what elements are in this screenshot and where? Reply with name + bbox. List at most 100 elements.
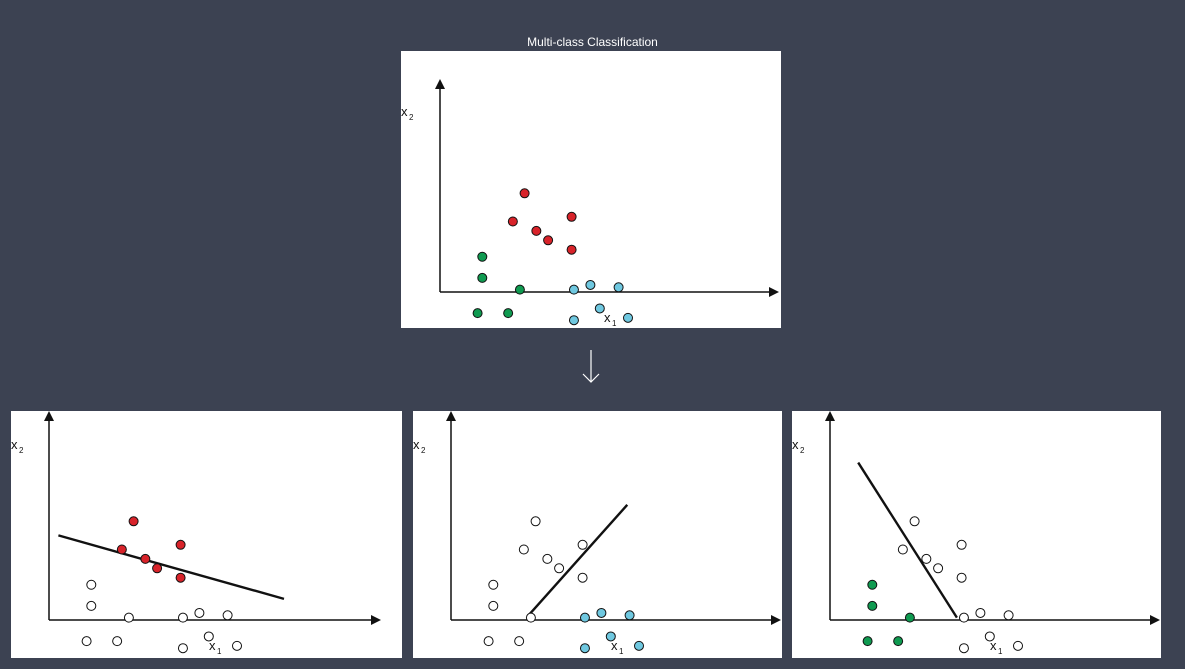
data-point-hollow — [909, 516, 920, 527]
data-point-blue — [594, 303, 605, 314]
data-point-green — [477, 251, 488, 262]
x-axis-arrowhead — [1150, 615, 1160, 625]
x-axis-label-subscript: 1 — [619, 647, 624, 656]
decision-boundary-line — [58, 534, 285, 601]
data-point-blue — [596, 607, 607, 618]
data-point-red — [566, 211, 577, 222]
data-point-hollow — [483, 636, 494, 647]
data-point-hollow — [1013, 640, 1023, 651]
data-point-blue — [585, 279, 596, 290]
data-point-blue — [568, 315, 579, 326]
arrow-down-icon — [582, 350, 600, 383]
y-axis-label-subscript: 2 — [421, 446, 426, 455]
data-point-blue — [579, 643, 590, 654]
data-point-green — [893, 636, 904, 647]
data-point-hollow — [177, 612, 188, 623]
x-axis-arrowhead — [371, 615, 381, 625]
x-axis-label: x — [209, 638, 216, 653]
data-point-green — [862, 636, 873, 647]
data-point-hollow — [958, 612, 969, 623]
data-point-blue — [605, 631, 616, 642]
data-point-blue — [624, 610, 635, 621]
data-point-hollow — [956, 539, 967, 550]
data-point-hollow — [488, 600, 499, 611]
data-point-red — [507, 216, 518, 227]
x-axis-label: x — [990, 638, 997, 653]
data-point-red — [543, 235, 554, 246]
data-point-hollow — [232, 640, 242, 651]
x-axis-label: x — [611, 638, 618, 653]
data-point-hollow — [530, 516, 541, 527]
data-point-red — [175, 539, 186, 550]
one-vs-rest-blue-svg: x 1x 2 — [413, 411, 781, 656]
x-axis-label: x — [604, 310, 611, 325]
data-point-hollow — [577, 572, 588, 583]
data-point-hollow — [518, 544, 529, 555]
x-axis-label-subscript: 1 — [217, 647, 222, 656]
data-point-hollow — [577, 539, 588, 550]
data-point-hollow — [86, 579, 97, 590]
page-title: Multi-class Classification — [527, 35, 658, 49]
decision-boundary-line — [527, 504, 629, 617]
data-point-red — [531, 225, 542, 236]
data-point-red — [152, 563, 163, 574]
data-point-blue — [568, 284, 579, 295]
data-point-hollow — [203, 631, 214, 642]
data-point-hollow — [514, 636, 525, 647]
data-point-hollow — [933, 563, 944, 574]
y-axis-label-subscript: 2 — [409, 113, 414, 122]
y-axis-arrowhead — [446, 411, 456, 421]
data-point-hollow — [194, 607, 205, 618]
data-point-blue — [634, 640, 644, 651]
data-point-red — [128, 516, 139, 527]
data-point-hollow — [1003, 610, 1014, 621]
data-point-hollow — [542, 553, 553, 564]
x-axis-arrowhead — [769, 287, 779, 297]
data-point-green — [867, 579, 878, 590]
data-point-hollow — [956, 572, 967, 583]
y-axis-label-subscript: 2 — [800, 446, 805, 455]
x-axis-arrowhead — [771, 615, 781, 625]
y-axis-label-subscript: 2 — [19, 446, 24, 455]
data-point-hollow — [897, 544, 908, 555]
data-point-green — [867, 600, 878, 611]
y-axis-arrowhead — [44, 411, 54, 421]
data-point-green — [904, 612, 915, 623]
data-point-hollow — [554, 563, 565, 574]
data-point-hollow — [112, 636, 123, 647]
data-point-green — [472, 308, 483, 319]
one-vs-rest-red-svg: x 1x 2 — [11, 411, 381, 656]
y-axis-label: x — [792, 437, 799, 452]
data-point-green — [477, 272, 488, 283]
y-axis-arrowhead — [825, 411, 835, 421]
y-axis-label: x — [413, 437, 420, 452]
y-axis-label: x — [401, 104, 408, 119]
data-point-hollow — [525, 612, 536, 623]
data-point-red — [175, 572, 186, 583]
multiclass-plot-svg: x 1x 2 — [401, 79, 779, 328]
data-point-hollow — [81, 636, 92, 647]
x-axis-label-subscript: 1 — [612, 319, 617, 328]
data-point-blue — [579, 612, 590, 623]
data-point-red — [116, 544, 127, 555]
data-point-green — [503, 308, 514, 319]
y-axis-arrowhead — [435, 79, 445, 89]
data-point-hollow — [975, 607, 986, 618]
data-point-hollow — [921, 553, 932, 564]
data-point-red — [140, 553, 151, 564]
data-point-blue — [613, 282, 624, 293]
data-point-hollow — [222, 610, 233, 621]
data-point-hollow — [86, 600, 97, 611]
data-point-hollow — [984, 631, 995, 642]
data-point-hollow — [177, 643, 188, 654]
data-point-red — [519, 188, 530, 199]
decision-boundary-line — [857, 461, 958, 619]
data-point-hollow — [958, 643, 969, 654]
data-point-green — [514, 284, 525, 295]
data-point-red — [566, 244, 577, 255]
x-axis-label-subscript: 1 — [998, 647, 1003, 656]
